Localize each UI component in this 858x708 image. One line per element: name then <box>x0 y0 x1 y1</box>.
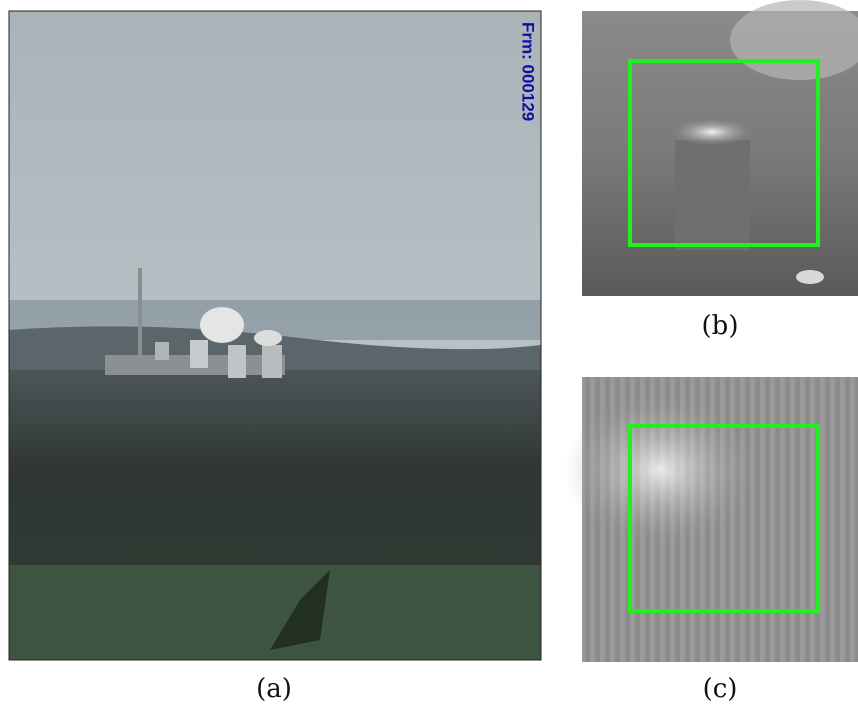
panel-label: (b) <box>702 311 739 341</box>
panel-a: Frm: 000129 <box>9 11 541 660</box>
panel-b <box>582 0 858 296</box>
panel-c <box>565 377 858 662</box>
figure: Frm: 000129 (a) (b) (c) <box>0 0 858 708</box>
frame-counter: Frm: 000129 <box>519 22 538 121</box>
panel-label: (c) <box>703 674 738 704</box>
panel-label: (a) <box>256 674 292 704</box>
